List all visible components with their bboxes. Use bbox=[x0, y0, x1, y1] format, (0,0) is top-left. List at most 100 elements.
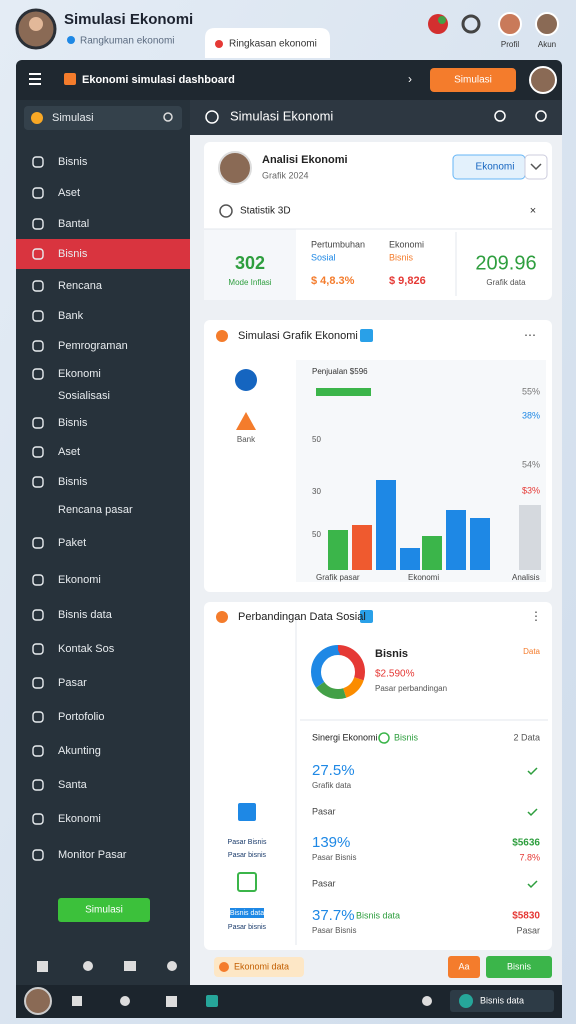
chevron-down bbox=[530, 163, 542, 171]
footer-button[interactable] bbox=[486, 956, 552, 978]
menu-item[interactable]: Bisnis data bbox=[58, 609, 113, 621]
more-icon[interactable]: ⋮ bbox=[530, 609, 542, 623]
app-title: Simulasi Ekonomi bbox=[64, 11, 193, 28]
stat-panel bbox=[204, 229, 296, 300]
donut-segment bbox=[311, 645, 365, 699]
bar bbox=[352, 525, 372, 570]
content-title: Simulasi Ekonomi bbox=[230, 108, 333, 123]
side-label: Pasar bisnis bbox=[228, 852, 267, 859]
content-search[interactable] bbox=[535, 110, 547, 122]
menu-item[interactable]: Ekonomi bbox=[58, 368, 101, 380]
menu-icon bbox=[32, 537, 44, 549]
settings-icon[interactable] bbox=[461, 14, 481, 34]
chart-icon bbox=[236, 412, 256, 430]
profile-subtitle: Grafik 2024 bbox=[262, 170, 309, 180]
footer-button[interactable] bbox=[448, 956, 480, 978]
more-icon[interactable]: ⋯ bbox=[524, 328, 536, 342]
account-icon[interactable] bbox=[535, 12, 559, 36]
stat-value: 209.96 bbox=[475, 252, 536, 274]
toolbar-avatar[interactable] bbox=[529, 66, 557, 94]
row-label: Grafik data bbox=[312, 781, 352, 790]
footer-button-label[interactable]: Bisnis bbox=[507, 961, 532, 971]
check-icon bbox=[527, 808, 538, 817]
footer-button-label[interactable]: Aa bbox=[458, 961, 469, 971]
menu-icon bbox=[32, 446, 44, 458]
menu-item[interactable]: Pemrograman bbox=[58, 340, 128, 352]
menu-icon bbox=[32, 711, 44, 723]
menu-icon[interactable] bbox=[29, 73, 41, 85]
menu-item[interactable]: Bisnis bbox=[58, 156, 88, 168]
taskbar-avatar[interactable] bbox=[24, 987, 52, 1015]
menu-item[interactable]: Rencana pasar bbox=[58, 504, 133, 516]
sidebar-button-label: Simulasi bbox=[85, 905, 123, 916]
card-icon bbox=[216, 611, 228, 623]
menu-item[interactable]: Akunting bbox=[58, 745, 101, 757]
x-label: Analisis bbox=[512, 573, 540, 582]
menu-item[interactable]: Aset bbox=[58, 446, 80, 458]
toolbar-button[interactable] bbox=[430, 68, 516, 92]
stat-label: Grafik data bbox=[486, 278, 526, 287]
menu-item[interactable]: Kontak Sos bbox=[58, 643, 115, 655]
sidebar-tools[interactable] bbox=[37, 961, 177, 972]
menu-item[interactable]: Ekonomi bbox=[58, 813, 101, 825]
row-value: 37.7% bbox=[312, 907, 355, 924]
menu-item[interactable]: Santa bbox=[58, 779, 88, 791]
content-search[interactable] bbox=[494, 110, 506, 122]
tab[interactable] bbox=[205, 28, 330, 58]
chevron[interactable]: › bbox=[408, 72, 412, 86]
sidebar-button[interactable] bbox=[58, 898, 150, 922]
icon-badge bbox=[438, 16, 446, 24]
search-text: Simulasi bbox=[52, 112, 94, 124]
donut-tag: Data bbox=[523, 647, 540, 656]
menu-item[interactable]: Sosialisasi bbox=[58, 390, 110, 402]
menu-item[interactable]: Bisnis bbox=[58, 248, 88, 260]
menu-item[interactable]: Bisnis bbox=[58, 476, 88, 488]
profile-button-label[interactable]: Ekonomi bbox=[476, 162, 515, 173]
section-title: Statistik 3D bbox=[240, 206, 291, 217]
bar bbox=[519, 505, 541, 570]
stat-value: $ 4,8.3% bbox=[311, 275, 355, 287]
icon-button[interactable] bbox=[428, 14, 448, 34]
check-icon bbox=[527, 767, 538, 776]
menu-icon bbox=[32, 476, 44, 488]
menu-item[interactable]: Aset bbox=[58, 187, 80, 199]
menu-item[interactable]: Portofolio bbox=[58, 711, 104, 723]
taskbar-item[interactable] bbox=[450, 990, 554, 1012]
menu-icon bbox=[32, 849, 44, 861]
menu-icon bbox=[32, 248, 44, 260]
icon-label: Profil bbox=[501, 40, 519, 49]
search-box[interactable] bbox=[24, 106, 182, 130]
menu-item[interactable]: Pasar bbox=[58, 677, 87, 689]
card-badge bbox=[360, 329, 373, 342]
menu-item[interactable]: Bisnis bbox=[58, 417, 88, 429]
search-icon[interactable] bbox=[163, 112, 173, 122]
menu-icon bbox=[32, 779, 44, 791]
list-badge: Bisnis bbox=[394, 732, 419, 742]
profile-icon[interactable] bbox=[498, 12, 522, 36]
check-icon bbox=[527, 880, 538, 889]
menu-icon bbox=[32, 643, 44, 655]
menu-item[interactable]: Bantal bbox=[58, 218, 89, 230]
taskbar-icons[interactable] bbox=[72, 995, 432, 1007]
x-label: Ekonomi bbox=[408, 573, 439, 582]
card-icon bbox=[216, 330, 228, 342]
app-icon bbox=[64, 73, 76, 85]
menu-item[interactable]: Ekonomi bbox=[58, 574, 101, 586]
content-header bbox=[190, 100, 562, 135]
menu-item[interactable]: Monitor Pasar bbox=[58, 849, 127, 861]
active-item[interactable] bbox=[16, 239, 190, 269]
dropdown[interactable] bbox=[524, 154, 548, 180]
close-icon[interactable]: × bbox=[530, 205, 536, 217]
legend-swatch bbox=[316, 388, 371, 396]
search-logo bbox=[31, 112, 43, 124]
menu-item[interactable]: Bank bbox=[58, 310, 84, 322]
menu-icon bbox=[32, 187, 44, 199]
list-count: 2 Data bbox=[513, 732, 540, 742]
list-icon bbox=[238, 803, 256, 821]
menu-item[interactable]: Paket bbox=[58, 537, 86, 549]
menu-item[interactable]: Rencana bbox=[58, 280, 103, 292]
side-label: Pasar Bisnis bbox=[228, 839, 267, 846]
taskbar-item-icon bbox=[459, 994, 473, 1008]
bar bbox=[422, 536, 442, 570]
